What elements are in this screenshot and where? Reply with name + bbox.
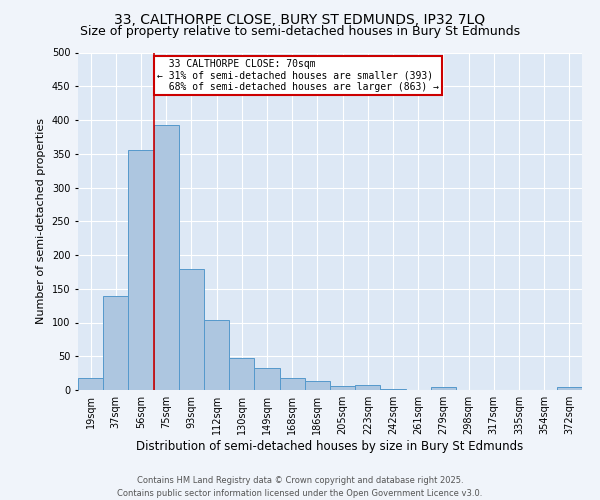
X-axis label: Distribution of semi-detached houses by size in Bury St Edmunds: Distribution of semi-detached houses by …	[136, 440, 524, 453]
Bar	[179, 268, 204, 390]
Bar	[355, 386, 380, 390]
Text: 33, CALTHORPE CLOSE, BURY ST EDMUNDS, IP32 7LQ: 33, CALTHORPE CLOSE, BURY ST EDMUNDS, IP…	[115, 12, 485, 26]
Text: 33 CALTHORPE CLOSE: 70sqm
← 31% of semi-detached houses are smaller (393)
  68% : 33 CALTHORPE CLOSE: 70sqm ← 31% of semi-…	[157, 59, 439, 92]
Bar	[254, 368, 280, 390]
Y-axis label: Number of semi-detached properties: Number of semi-detached properties	[36, 118, 46, 324]
Bar	[330, 386, 355, 390]
Bar	[557, 388, 582, 390]
Bar	[78, 378, 103, 390]
Bar	[380, 388, 406, 390]
Bar	[204, 320, 229, 390]
Bar	[431, 388, 456, 390]
Text: Size of property relative to semi-detached houses in Bury St Edmunds: Size of property relative to semi-detach…	[80, 25, 520, 38]
Text: Contains HM Land Registry data © Crown copyright and database right 2025.
Contai: Contains HM Land Registry data © Crown c…	[118, 476, 482, 498]
Bar	[229, 358, 254, 390]
Bar	[103, 296, 128, 390]
Bar	[305, 380, 330, 390]
Bar	[280, 378, 305, 390]
Bar	[128, 150, 154, 390]
Bar	[154, 124, 179, 390]
